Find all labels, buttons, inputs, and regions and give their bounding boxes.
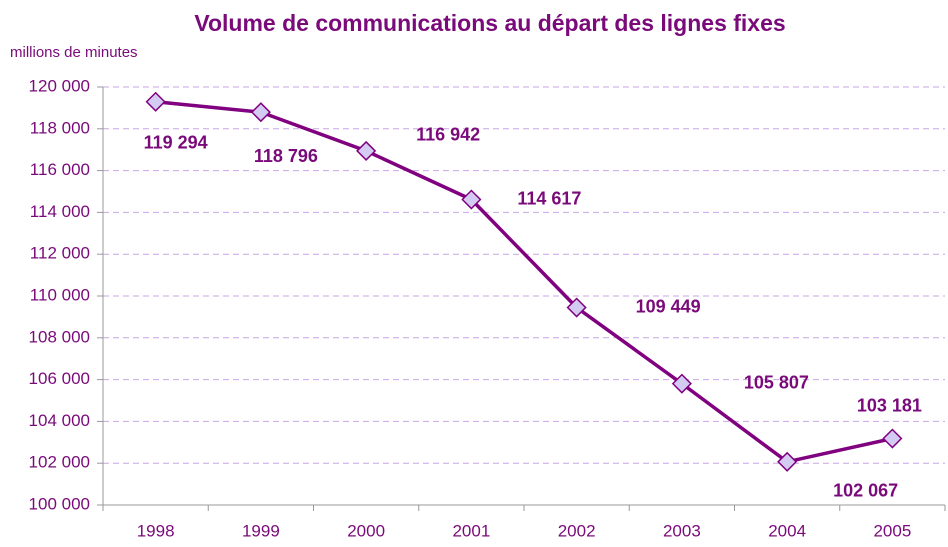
y-tick-label: 100 000 bbox=[29, 494, 90, 513]
y-tick-label: 106 000 bbox=[29, 369, 90, 388]
y-tick-label: 114 000 bbox=[30, 202, 90, 221]
data-label: 118 796 bbox=[254, 146, 318, 166]
y-axis-label: millions de minutes bbox=[10, 44, 138, 61]
data-point bbox=[777, 451, 798, 472]
y-tick-label: 110 000 bbox=[30, 285, 90, 304]
x-tick-label: 2004 bbox=[768, 521, 806, 540]
data-point bbox=[461, 189, 482, 210]
y-tick-label: 104 000 bbox=[29, 411, 90, 430]
y-tick-label: 120 000 bbox=[29, 76, 90, 95]
data-label: 102 067 bbox=[833, 481, 898, 501]
x-tick-label: 2001 bbox=[452, 521, 490, 540]
data-line bbox=[155, 100, 893, 464]
y-tick-label: 116 000 bbox=[30, 160, 90, 179]
data-point bbox=[671, 373, 692, 394]
x-tick-label: 2005 bbox=[873, 521, 911, 540]
y-tick-label: 102 000 bbox=[29, 453, 90, 472]
x-tick-label: 1999 bbox=[242, 521, 280, 540]
x-tick-label: 2002 bbox=[558, 521, 596, 540]
data-label: 103 181 bbox=[857, 395, 922, 415]
data-label: 116 942 bbox=[416, 125, 480, 145]
data-label: 109 449 bbox=[636, 296, 701, 316]
x-tick-label: 1998 bbox=[137, 521, 175, 540]
data-point bbox=[566, 297, 587, 318]
data-label: 105 807 bbox=[744, 372, 809, 392]
y-tick-label: 118 000 bbox=[30, 118, 90, 137]
data-label: 119 294 bbox=[144, 133, 208, 153]
data-point bbox=[882, 428, 903, 449]
chart-title: Volume de communications au départ des l… bbox=[194, 10, 785, 36]
x-tick-label: 2003 bbox=[663, 521, 701, 540]
data-point bbox=[250, 102, 271, 123]
x-tick-label: 2000 bbox=[347, 521, 385, 540]
data-point bbox=[356, 140, 377, 161]
data-point bbox=[145, 91, 166, 112]
y-tick-label: 108 000 bbox=[29, 327, 90, 346]
y-tick-label: 112 000 bbox=[30, 244, 90, 263]
data-label: 114 617 bbox=[517, 188, 581, 208]
